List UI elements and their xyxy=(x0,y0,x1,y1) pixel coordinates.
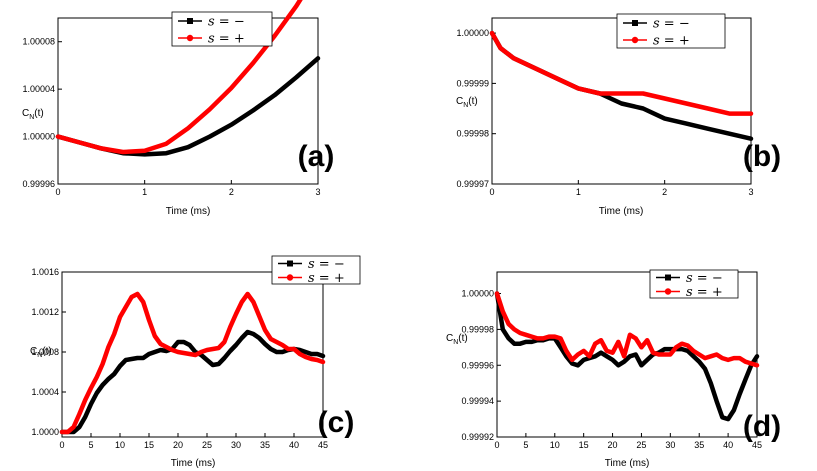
x-tick-label: 30 xyxy=(231,440,241,450)
x-tick-label: 20 xyxy=(608,440,618,450)
y-tick-label: 1.0016 xyxy=(31,267,59,277)
legend-label: s = − xyxy=(653,17,690,32)
legend-marker-circle xyxy=(664,288,672,295)
legend-marker-square xyxy=(187,18,193,24)
x-tick-label: 10 xyxy=(115,440,125,450)
y-tick-label: 0.99999 xyxy=(456,78,489,88)
x-tick-label: 3 xyxy=(315,187,320,197)
legend-marker-circle xyxy=(186,34,194,42)
legend-marker-square xyxy=(665,274,671,281)
chart-panel-a: 0 1 2 3 0.99996 1.00000 1.00004 1.00008 Time (ms… xyxy=(22,0,334,217)
x-tick-label: 10 xyxy=(550,440,560,450)
x-tick-label: 15 xyxy=(144,440,154,450)
legend-box xyxy=(649,269,739,299)
x-tick-label: 40 xyxy=(289,440,299,450)
x-tick-label: 0 xyxy=(489,187,494,197)
series-line-plus xyxy=(489,30,754,116)
series-line-minus xyxy=(489,30,754,141)
x-tick-label: 25 xyxy=(636,440,646,450)
y-tick-label: 1.0000 xyxy=(31,427,59,437)
legend-marker-circle xyxy=(631,36,639,44)
x-tick-label: 20 xyxy=(173,440,183,450)
x-tick-label: 0 xyxy=(59,440,64,450)
x-tick-label: 5 xyxy=(523,440,528,450)
series-line-minus xyxy=(59,329,326,435)
x-tick-label: 0 xyxy=(55,187,60,197)
y-tick-label: 0.99998 xyxy=(461,324,494,334)
y-tick-label: 0.99996 xyxy=(461,360,494,370)
y-axis-title: CN(t) xyxy=(30,346,52,359)
legend: s = − s = + xyxy=(616,13,726,49)
legend: s = −s = + xyxy=(271,255,361,286)
legend: s = − s = + xyxy=(171,11,273,47)
y-axis-title: CN(t) xyxy=(22,108,44,121)
x-axis-title: Time (ms) xyxy=(171,458,216,469)
x-tick-label: 35 xyxy=(694,440,704,450)
y-tick-label: 1.00000 xyxy=(22,132,55,142)
x-tick-label: 45 xyxy=(752,440,762,450)
x-tick-label: 5 xyxy=(88,440,93,450)
series-line-plus xyxy=(494,291,760,368)
panel-label: (b) xyxy=(743,140,781,173)
x-tick-label: 2 xyxy=(229,187,234,197)
x-tick-label: 45 xyxy=(318,440,328,450)
legend-label: s = + xyxy=(208,32,245,47)
series-line-plus xyxy=(55,0,303,155)
x-axis-title: Time (ms) xyxy=(605,458,650,469)
chart-panel-b: 0 1 2 3 0.99997 0.99998 0.99999 1.00000 Time (ms… xyxy=(456,13,781,217)
y-tick-label: 1.0008 xyxy=(31,347,59,357)
y-tick-label: 1.00004 xyxy=(22,84,55,94)
x-tick-label: 0 xyxy=(494,440,499,450)
y-tick-label: 1.00008 xyxy=(22,37,55,47)
legend-label: s = − xyxy=(686,271,723,286)
legend-label: s = − xyxy=(208,15,245,30)
series-line-plus xyxy=(59,291,326,435)
y-tick-label: 0.99998 xyxy=(456,129,489,139)
y-tick-label: 0.99994 xyxy=(461,396,494,406)
x-tick-label: 1 xyxy=(142,187,147,197)
chart-panel-d: 0 5 10 15 20 25 30 35 40 45 0.99992 0.99994 0.99996 0… xyxy=(446,269,781,469)
x-tick-label: 2 xyxy=(662,187,667,197)
y-axis-title: CN(t) xyxy=(456,96,478,109)
y-tick-label: 0.99997 xyxy=(456,179,489,189)
y-tick-label: 1.00000 xyxy=(456,28,489,38)
legend-label: s = − xyxy=(308,257,345,272)
legend-marker-circle xyxy=(286,274,294,281)
x-tick-label: 15 xyxy=(579,440,589,450)
x-axis-title: Time (ms) xyxy=(599,206,644,217)
x-tick-label: 35 xyxy=(260,440,270,450)
panel-label: (c) xyxy=(318,406,355,439)
legend-label: s = + xyxy=(686,285,723,300)
series-line-minus xyxy=(55,56,321,157)
x-axis-title: Time (ms) xyxy=(166,206,211,217)
legend-box xyxy=(616,13,726,49)
legend-box xyxy=(271,255,361,285)
y-tick-label: 1.00000 xyxy=(461,289,494,299)
y-tick-label: 1.0012 xyxy=(31,307,59,317)
panel-label: (d) xyxy=(743,410,781,443)
chart-panel-c: 0 5 10 15 20 25 30 35 40 45 1.0000 1.0004 1.0008 1.00… xyxy=(30,255,361,469)
y-tick-label: 0.99996 xyxy=(22,179,55,189)
legend-marker-square xyxy=(287,260,293,267)
x-tick-label: 30 xyxy=(665,440,675,450)
legend-label: s = + xyxy=(308,271,345,286)
y-tick-label: 1.0004 xyxy=(31,387,59,397)
x-tick-label: 1 xyxy=(576,187,581,197)
x-tick-label: 40 xyxy=(723,440,733,450)
x-tick-label: 3 xyxy=(748,187,753,197)
panel-label: (a) xyxy=(298,140,335,173)
y-axis-title: CN(t) xyxy=(446,333,468,346)
legend: s = −s = + xyxy=(649,269,739,300)
legend-label: s = + xyxy=(653,34,690,49)
legend-marker-square xyxy=(632,20,638,26)
x-tick-label: 25 xyxy=(202,440,212,450)
y-tick-label: 0.99992 xyxy=(461,432,494,442)
